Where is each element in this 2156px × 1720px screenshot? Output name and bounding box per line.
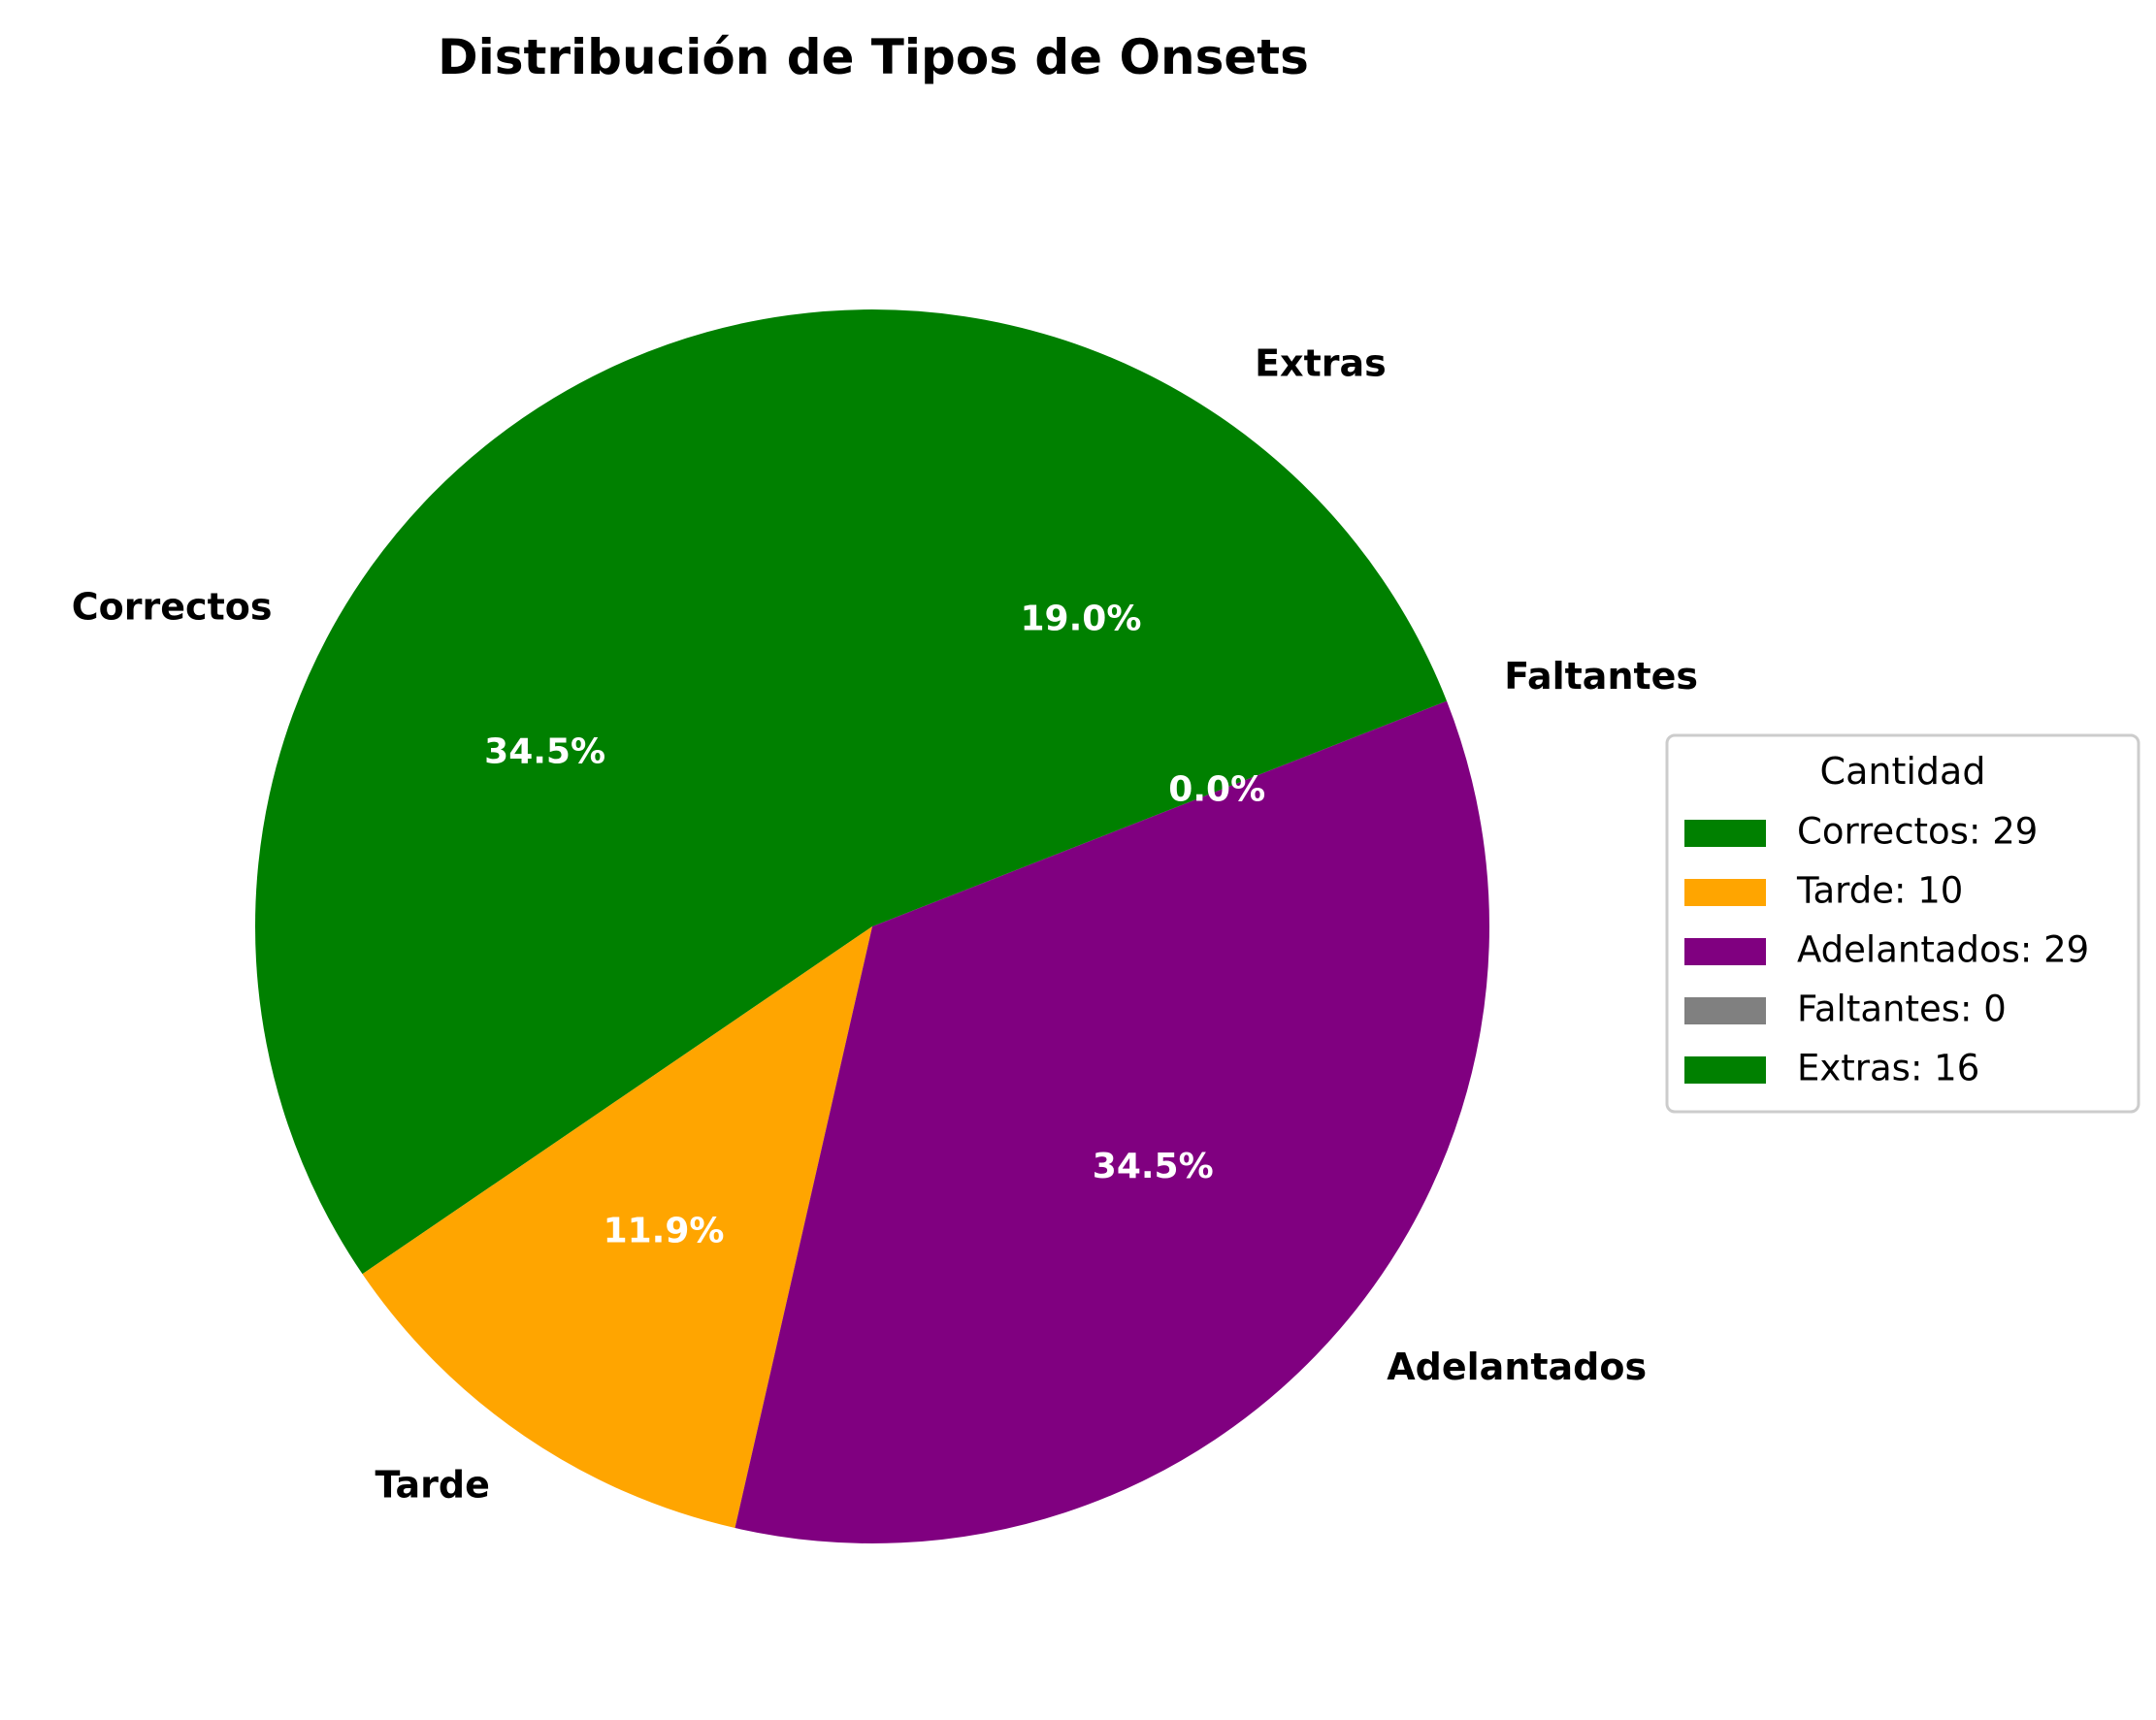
pie-slice-correctos [255, 309, 872, 1275]
pie-slices [255, 309, 1489, 1543]
slice-percent-tarde: 11.9% [604, 1211, 725, 1250]
slice-percent-extras: 19.0% [1021, 600, 1142, 639]
legend: Cantidad Correctos: 29 Tarde: 10 Adelantad… [1665, 733, 2140, 1114]
legend-label-faltantes: Faltantes: 0 [1797, 989, 2007, 1030]
legend-label-correctos: Correctos: 29 [1797, 811, 2038, 853]
legend-items: Correctos: 29 Tarde: 10 Adelantados: 29 Fal… [1684, 811, 2089, 1089]
slice-label-adelantados: Adelantados [1387, 1346, 1647, 1388]
legend-frame [1665, 733, 2140, 1114]
legend-swatch-tarde [1684, 879, 1766, 906]
pie-slice-adelantados [735, 700, 1489, 1543]
legend-swatch-extras [1684, 1056, 1766, 1084]
slice-label-tarde: Tarde [376, 1464, 490, 1507]
slice-percent-correctos: 34.5% [484, 732, 605, 772]
pie-labels: Correctos 34.5% Tarde 11.9% Adelantados 34.5%… [72, 341, 1698, 1506]
legend-label-adelantados: Adelantados: 29 [1797, 929, 2089, 971]
legend-swatch-faltantes [1684, 997, 1766, 1024]
pie-slice-tarde [362, 926, 872, 1529]
slice-percent-adelantados: 34.5% [1093, 1147, 1214, 1186]
slice-label-faltantes: Faltantes [1504, 655, 1698, 698]
slice-label-correctos: Correctos [72, 586, 273, 629]
slice-percent-faltantes: 0.0% [1168, 770, 1265, 810]
legend-swatch-adelantados [1684, 938, 1766, 965]
legend-label-extras: Extras: 16 [1797, 1048, 1979, 1089]
legend-title: Cantidad [1820, 750, 1986, 793]
legend-label-tarde: Tarde: 10 [1796, 870, 1963, 912]
chart-title: Distribución de Tipos de Onsets [438, 29, 1309, 85]
pie-slice-extras [872, 309, 1448, 926]
legend-swatch-correctos [1684, 820, 1766, 847]
slice-label-extras: Extras [1255, 341, 1387, 384]
